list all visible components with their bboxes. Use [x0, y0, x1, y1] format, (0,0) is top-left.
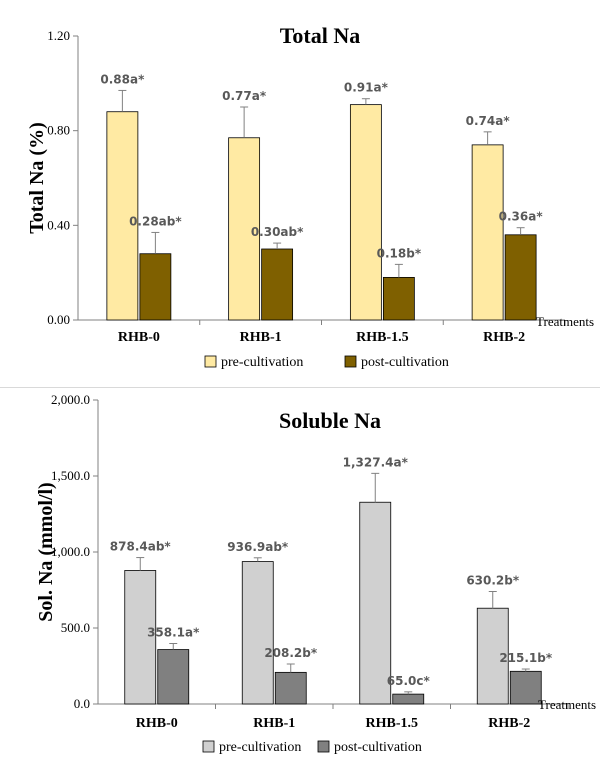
total-na-panel: Total Na Total Na (%) 0.00 0.40 0.80 1.20 RHB-…: [0, 23, 600, 388]
bar: [261, 248, 294, 321]
y-tick-label: 1,500.0: [51, 468, 90, 483]
y-tick-label: 0.00: [47, 312, 70, 327]
total-na-chart: Total Na Total Na (%) 0.00 0.40 0.80 1.20 RHB-…: [26, 23, 594, 370]
legend-label: pre-cultivation: [219, 740, 301, 755]
x-tick-label: RHB-0: [118, 330, 160, 345]
legend-label: pre-cultivation: [221, 355, 303, 370]
data-label: 0.77a*: [222, 89, 267, 103]
data-label: 215.1b*: [499, 651, 553, 665]
data-label: 0.36a*: [499, 210, 544, 224]
bar: [157, 649, 190, 705]
x-tick-label: RHB-1: [240, 330, 282, 345]
y-tick-label: 0.80: [47, 123, 70, 138]
bar: [359, 501, 392, 705]
data-label: 936.9ab*: [227, 540, 289, 554]
legend-label: post-cultivation: [334, 740, 422, 755]
legend-swatch: [317, 740, 330, 753]
data-label: 630.2b*: [466, 573, 520, 587]
y-tick-label: 1.20: [47, 28, 70, 43]
x-tick-label: RHB-1.5: [356, 330, 409, 345]
legend-label: post-cultivation: [361, 355, 449, 370]
legend-swatch: [202, 740, 215, 753]
data-label: 0.28ab*: [129, 214, 182, 228]
x-tick-label: RHB-2: [488, 716, 530, 731]
x-tick-label: RHB-2: [483, 330, 525, 345]
y-tick-label: 0.0: [74, 696, 90, 711]
bar: [471, 144, 504, 321]
soluble-na-panel: Soluble Na Sol. Na (mmol/l) 0.0 500.0 1,000.…: [0, 388, 600, 763]
data-label: 878.4ab*: [110, 540, 172, 554]
bar: [504, 234, 537, 321]
x-tick-label: RHB-1.5: [366, 716, 419, 731]
bar: [382, 276, 415, 321]
y-tick-label: 0.40: [47, 217, 70, 232]
data-label: 358.1a*: [147, 625, 200, 639]
x-tick-label: RHB-1: [253, 716, 295, 731]
x-tick-label: RHB-0: [136, 716, 178, 731]
legend-swatch: [344, 355, 357, 368]
data-label: 208.2b*: [264, 646, 318, 660]
y-axis-label: Total Na (%): [26, 122, 48, 233]
y-tick-label: 500.0: [61, 620, 90, 635]
data-label: 0.88a*: [100, 72, 145, 86]
bar: [124, 570, 157, 705]
bar: [476, 607, 509, 705]
y-tick-label: 2,000.0: [51, 392, 90, 407]
data-label: 1,327.4a*: [343, 455, 409, 469]
bar: [241, 561, 274, 705]
data-label: 0.74a*: [466, 114, 511, 128]
x-axis-label: Treatments: [538, 697, 596, 712]
y-axis-label: Sol. Na (mmol/l): [35, 482, 57, 621]
soluble-na-chart: Soluble Na Sol. Na (mmol/l) 0.0 500.0 1,000.…: [35, 392, 596, 755]
y-tick-label: 1,000.0: [51, 544, 90, 559]
bar: [392, 693, 425, 705]
legend-swatch: [204, 355, 217, 368]
chart-title: Soluble Na: [279, 408, 381, 433]
bar: [509, 670, 542, 705]
data-label: 0.30ab*: [251, 225, 304, 239]
bar: [349, 104, 382, 321]
bar: [106, 111, 139, 321]
bar: [139, 253, 172, 321]
chart-title: Total Na: [280, 23, 360, 48]
data-label: 0.18b*: [377, 246, 422, 260]
x-axis-label: Treatments: [536, 314, 594, 329]
data-label: 65.0c*: [387, 674, 431, 688]
data-label: 0.91a*: [344, 81, 389, 95]
bar: [274, 671, 307, 705]
